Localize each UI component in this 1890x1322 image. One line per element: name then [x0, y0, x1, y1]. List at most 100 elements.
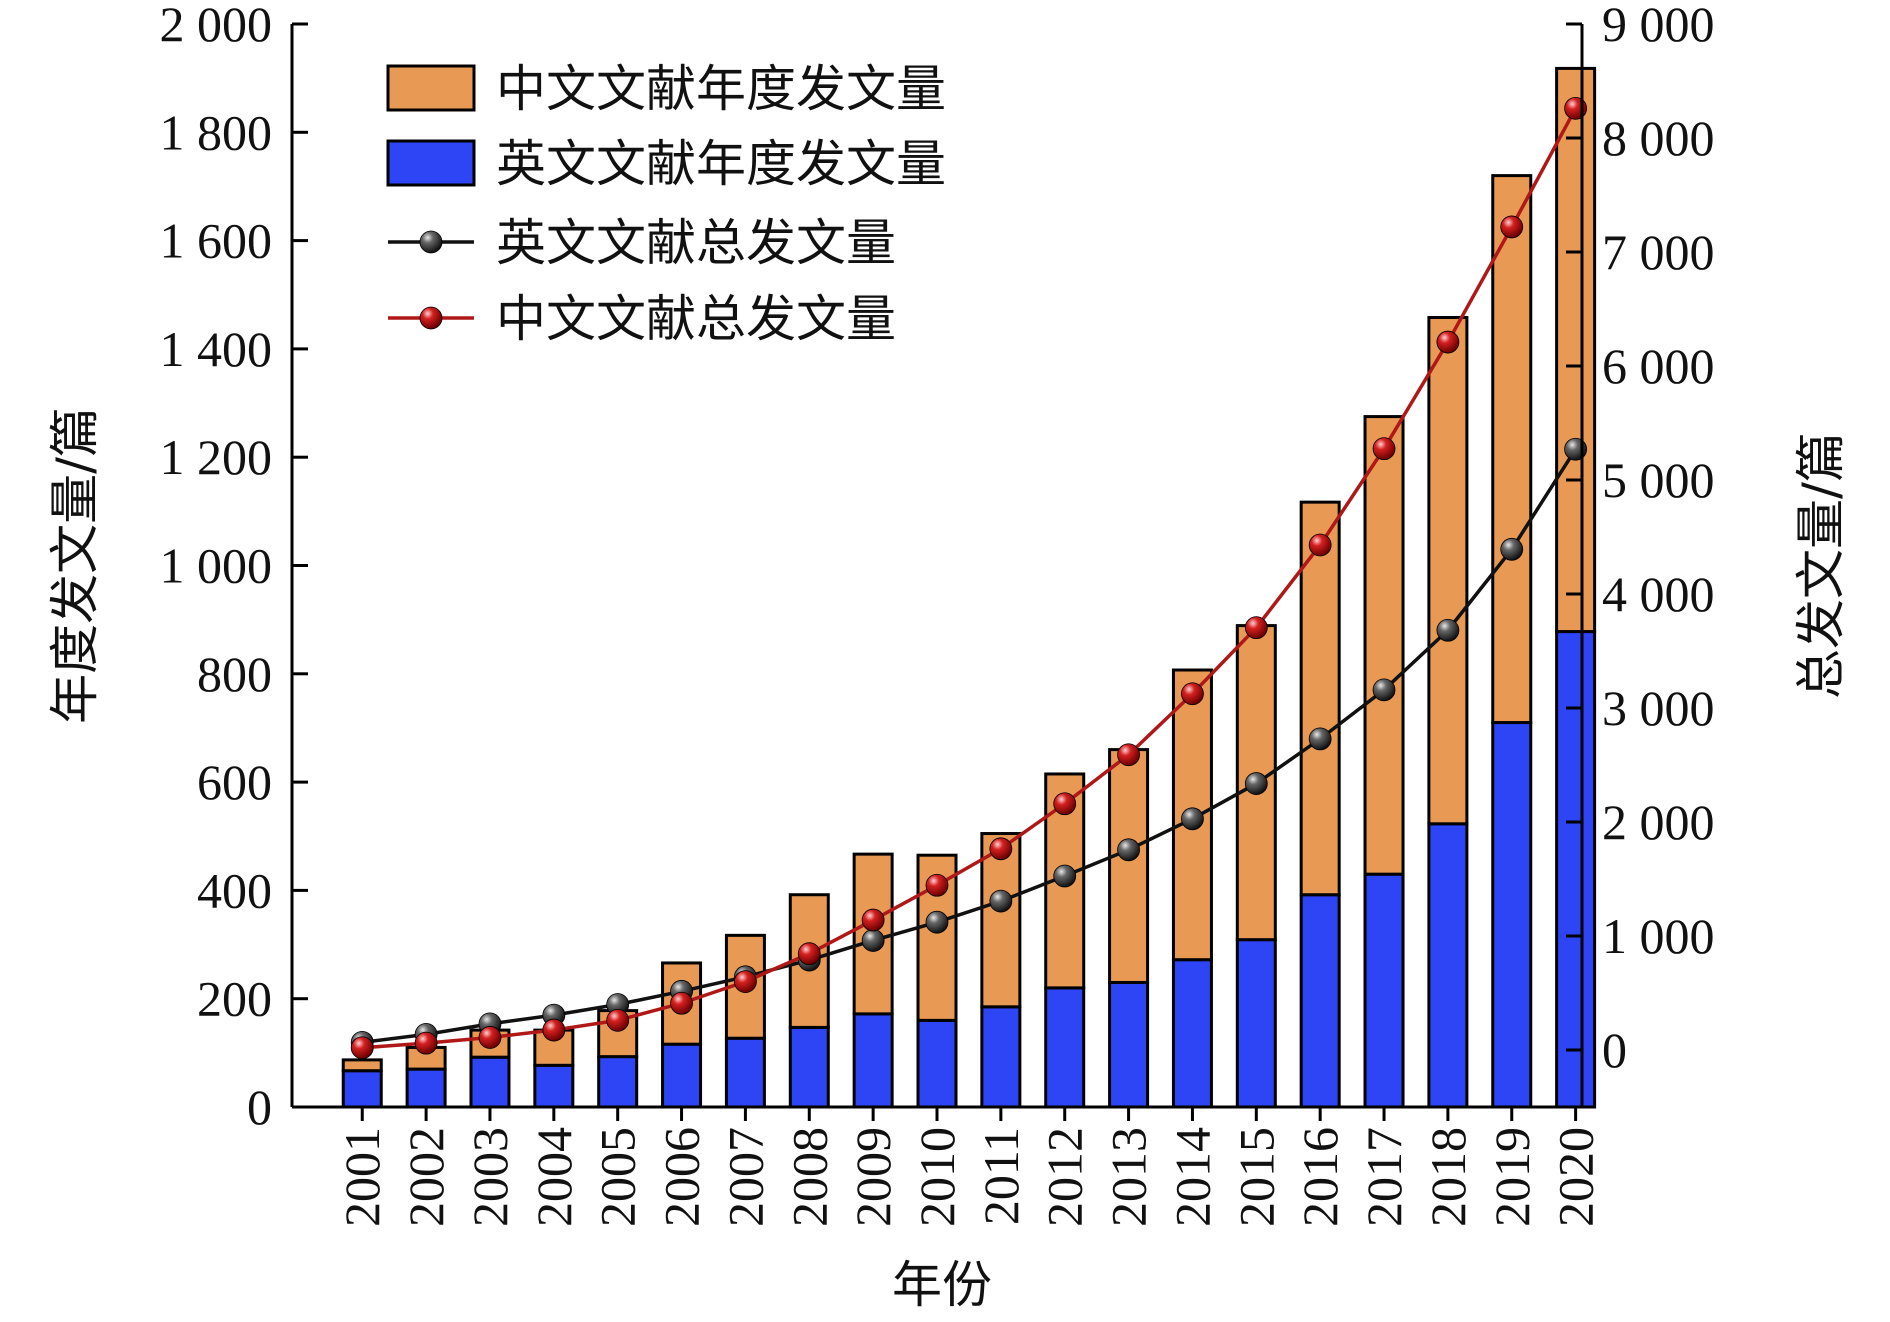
- bar-english-2013: [1108, 980, 1150, 1109]
- y2-tick-label-1000: 1 000: [1602, 908, 1715, 964]
- axes: 0 200 400 600 800 1 000 1 200 1 400 1 600 1 800 2 …: [46, 0, 1850, 1314]
- bar-english-2001: [341, 1069, 383, 1109]
- y-axis-title: 年度发文量/篇: [46, 407, 104, 724]
- y-tick-label-1600: 1 600: [160, 213, 273, 269]
- x-tick-label-2016: 2016: [1292, 1127, 1348, 1227]
- point-chinese-total-2003: [478, 1026, 502, 1049]
- point-chinese-total-2013: [1117, 743, 1140, 767]
- bar-english-2007: [724, 1036, 766, 1109]
- point-english-total-2009: [861, 929, 885, 952]
- point-english-total-2016: [1308, 727, 1332, 751]
- bar-english-2014: [1171, 958, 1213, 1109]
- y2-tick-label-5000: 5 000: [1602, 452, 1715, 508]
- x-tick-label-2014: 2014: [1164, 1127, 1220, 1227]
- point-chinese-total-2015: [1244, 616, 1268, 640]
- y-tick-label-1400: 1 400: [160, 321, 273, 377]
- point-chinese-total-2010: [925, 873, 949, 897]
- y-tick-label-600: 600: [197, 754, 272, 810]
- point-chinese-total-2001: [350, 1036, 374, 1060]
- bar-chinese-2020: [1555, 66, 1597, 634]
- point-english-total-2013: [1117, 838, 1140, 862]
- x-tick-label-2015: 2015: [1228, 1127, 1284, 1227]
- point-chinese-total-2008: [797, 942, 821, 966]
- bar-english-2004: [533, 1063, 575, 1109]
- bar-english-2003: [469, 1055, 511, 1109]
- x-tick-label-2008: 2008: [781, 1127, 837, 1227]
- point-chinese-total-2019: [1500, 215, 1524, 239]
- point-chinese-total-2009: [861, 908, 885, 932]
- bar-chinese-2016: [1299, 500, 1341, 897]
- x-tick-label-2012: 2012: [1037, 1127, 1093, 1227]
- y2-tick-label-7000: 7 000: [1602, 224, 1715, 280]
- point-chinese-total-2007: [734, 970, 757, 993]
- bar-english-2012: [1044, 986, 1086, 1109]
- y2-tick-label-2000: 2 000: [1602, 794, 1715, 850]
- bar-chinese-2011: [980, 832, 1022, 1009]
- y-tick-label-0: 0: [247, 1079, 272, 1135]
- bar-chinese-2001: [341, 1058, 383, 1073]
- legend-swatch-0: [386, 64, 476, 112]
- y2-axis-title: 总发文量/篇: [1792, 432, 1850, 699]
- point-chinese-total-2017: [1372, 437, 1396, 461]
- bar-english-2005: [597, 1055, 639, 1109]
- x-tick-label-2018: 2018: [1420, 1127, 1476, 1227]
- point-english-total-2014: [1181, 807, 1204, 831]
- bar-english-2015: [1235, 938, 1277, 1109]
- bar-english-2019: [1491, 721, 1533, 1109]
- legend-marker-2: [419, 230, 443, 254]
- bar-english-2009: [852, 1012, 894, 1109]
- y2-tick-label-6000: 6 000: [1602, 338, 1715, 394]
- point-english-total-2012: [1053, 864, 1077, 888]
- bar-english-2010: [916, 1018, 958, 1109]
- y-tick-label-200: 200: [197, 971, 272, 1027]
- x-tick-label-2005: 2005: [590, 1127, 646, 1227]
- bar-chinese-2017: [1363, 415, 1405, 876]
- legend-label-2: 英文文献总发文量: [496, 214, 896, 272]
- y-tick-label-400: 400: [197, 862, 272, 918]
- legend-label-3: 中文文献总发文量: [496, 290, 896, 348]
- bar-chinese-2013: [1108, 748, 1150, 984]
- y2-tick-label-0: 0: [1602, 1022, 1627, 1078]
- bar-english-2002: [405, 1067, 447, 1109]
- x-tick-label-2002: 2002: [398, 1127, 454, 1227]
- bar-english-2011: [980, 1005, 1022, 1109]
- point-chinese-total-2002: [414, 1031, 438, 1055]
- bar-english-2016: [1299, 893, 1341, 1109]
- point-chinese-total-2016: [1308, 533, 1332, 557]
- x-tick-label-2013: 2013: [1101, 1127, 1157, 1227]
- bar-english-2008: [788, 1025, 830, 1109]
- y2-tick-label-9000: 9 000: [1602, 0, 1715, 52]
- bar-english-2017: [1363, 872, 1405, 1109]
- point-chinese-total-2006: [670, 991, 693, 1015]
- x-tick-label-2004: 2004: [526, 1127, 582, 1227]
- point-english-total-2019: [1500, 537, 1524, 561]
- x-tick-label-2007: 2007: [717, 1127, 773, 1227]
- y2-tick-label-3000: 3 000: [1602, 680, 1715, 736]
- y-tick-label-1200: 1 200: [160, 429, 273, 485]
- point-english-total-2010: [925, 910, 949, 934]
- bar-english-2006: [661, 1042, 703, 1109]
- x-axis-title: 年份: [892, 1256, 992, 1314]
- y2-tick-label-4000: 4 000: [1602, 566, 1715, 622]
- point-english-total-2015: [1244, 772, 1268, 795]
- bar-chinese-2019: [1491, 174, 1533, 725]
- y-tick-label-1000: 1 000: [160, 538, 273, 594]
- point-english-total-2017: [1372, 678, 1396, 702]
- x-tick-label-2006: 2006: [654, 1127, 710, 1227]
- x-tick-label-2009: 2009: [845, 1127, 901, 1227]
- point-english-total-2011: [989, 889, 1013, 913]
- point-chinese-total-2018: [1436, 330, 1460, 354]
- point-chinese-total-2004: [542, 1018, 566, 1042]
- y-tick-label-1800: 1 800: [160, 104, 273, 160]
- y2-tick-label-8000: 8 000: [1602, 110, 1715, 166]
- point-english-total-2018: [1436, 618, 1460, 642]
- y-tick-label-2000: 2 000: [160, 0, 273, 52]
- x-tick-label-2017: 2017: [1356, 1127, 1412, 1227]
- x-tick-label-2019: 2019: [1484, 1127, 1540, 1227]
- x-tick-label-2001: 2001: [334, 1127, 390, 1227]
- bar-chinese-2018: [1427, 315, 1469, 826]
- x-tick-label-2003: 2003: [462, 1127, 518, 1227]
- x-tick-label-2020: 2020: [1548, 1127, 1604, 1227]
